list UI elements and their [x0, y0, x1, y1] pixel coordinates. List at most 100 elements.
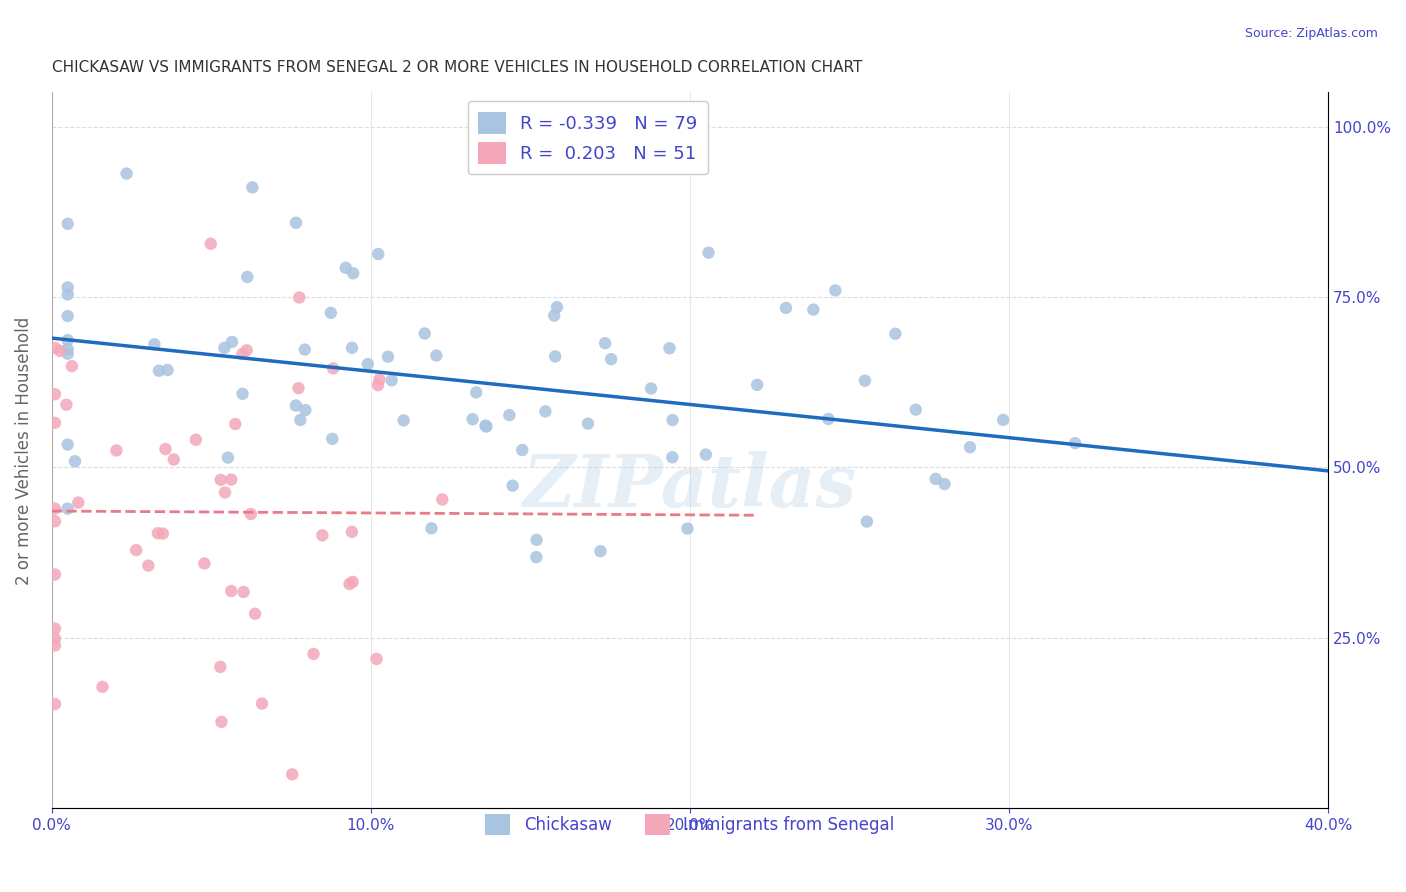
Point	[340, 341, 363, 355]
Point	[534, 404, 557, 418]
Point	[250, 697, 273, 711]
Point	[381, 373, 404, 387]
Point	[44, 341, 66, 355]
Point	[63, 454, 86, 468]
Point	[184, 433, 207, 447]
Point	[224, 417, 246, 431]
Point	[56, 342, 79, 356]
Point	[824, 284, 846, 298]
Point	[214, 485, 236, 500]
Point	[321, 432, 343, 446]
Point	[44, 632, 66, 646]
Point	[884, 326, 907, 341]
Point	[44, 622, 66, 636]
Point	[148, 364, 170, 378]
Point	[91, 680, 114, 694]
Point	[290, 413, 312, 427]
Point	[640, 382, 662, 396]
Point	[44, 567, 66, 582]
Point	[243, 607, 266, 621]
Point	[695, 448, 717, 462]
Point	[367, 378, 389, 392]
Point	[502, 478, 524, 492]
Point	[853, 374, 876, 388]
Point	[209, 660, 232, 674]
Point	[661, 413, 683, 427]
Point	[661, 450, 683, 465]
Point	[319, 306, 342, 320]
Point	[302, 647, 325, 661]
Point	[498, 408, 520, 422]
Point	[367, 247, 389, 261]
Point	[232, 387, 254, 401]
Point	[747, 377, 769, 392]
Point	[676, 522, 699, 536]
Legend: Chickasaw, Immigrants from Senegal: Chickasaw, Immigrants from Senegal	[477, 806, 903, 843]
Point	[342, 574, 364, 589]
Point	[959, 440, 981, 454]
Point	[368, 372, 391, 386]
Point	[143, 337, 166, 351]
Point	[232, 585, 254, 599]
Point	[163, 452, 186, 467]
Point	[49, 343, 72, 358]
Text: Source: ZipAtlas.com: Source: ZipAtlas.com	[1244, 27, 1378, 40]
Point	[589, 544, 612, 558]
Point	[340, 524, 363, 539]
Point	[934, 477, 956, 491]
Point	[510, 443, 533, 458]
Point	[546, 300, 568, 314]
Point	[413, 326, 436, 341]
Point	[56, 287, 79, 301]
Point	[281, 767, 304, 781]
Point	[1368, 466, 1391, 480]
Y-axis label: 2 or more Vehicles in Household: 2 or more Vehicles in Household	[15, 317, 32, 584]
Point	[294, 403, 316, 417]
Point	[211, 714, 233, 729]
Point	[115, 167, 138, 181]
Point	[231, 347, 253, 361]
Point	[240, 180, 263, 194]
Point	[44, 514, 66, 528]
Point	[925, 472, 948, 486]
Point	[193, 557, 215, 571]
Point	[543, 309, 565, 323]
Point	[1337, 516, 1360, 530]
Point	[544, 350, 567, 364]
Point	[775, 301, 797, 315]
Point	[217, 450, 239, 465]
Point	[461, 412, 484, 426]
Point	[600, 352, 623, 367]
Point	[239, 507, 262, 521]
Point	[285, 216, 308, 230]
Point	[56, 309, 79, 323]
Point	[465, 385, 488, 400]
Point	[55, 398, 77, 412]
Point	[342, 266, 364, 280]
Point	[235, 343, 257, 358]
Point	[125, 543, 148, 558]
Point	[60, 359, 83, 373]
Point	[56, 347, 79, 361]
Point	[1064, 436, 1087, 450]
Point	[658, 341, 681, 355]
Point	[697, 245, 720, 260]
Point	[56, 333, 79, 347]
Point	[56, 280, 79, 294]
Point	[339, 577, 361, 591]
Point	[287, 381, 309, 395]
Point	[432, 492, 454, 507]
Point	[288, 290, 311, 304]
Point	[209, 473, 232, 487]
Point	[991, 413, 1014, 427]
Point	[420, 521, 443, 535]
Point	[136, 558, 159, 573]
Point	[856, 515, 879, 529]
Point	[593, 336, 616, 351]
Point	[214, 341, 236, 355]
Point	[219, 473, 242, 487]
Point	[322, 361, 344, 376]
Point	[335, 260, 357, 275]
Text: ZIPatlas: ZIPatlas	[523, 450, 858, 522]
Point	[44, 501, 66, 516]
